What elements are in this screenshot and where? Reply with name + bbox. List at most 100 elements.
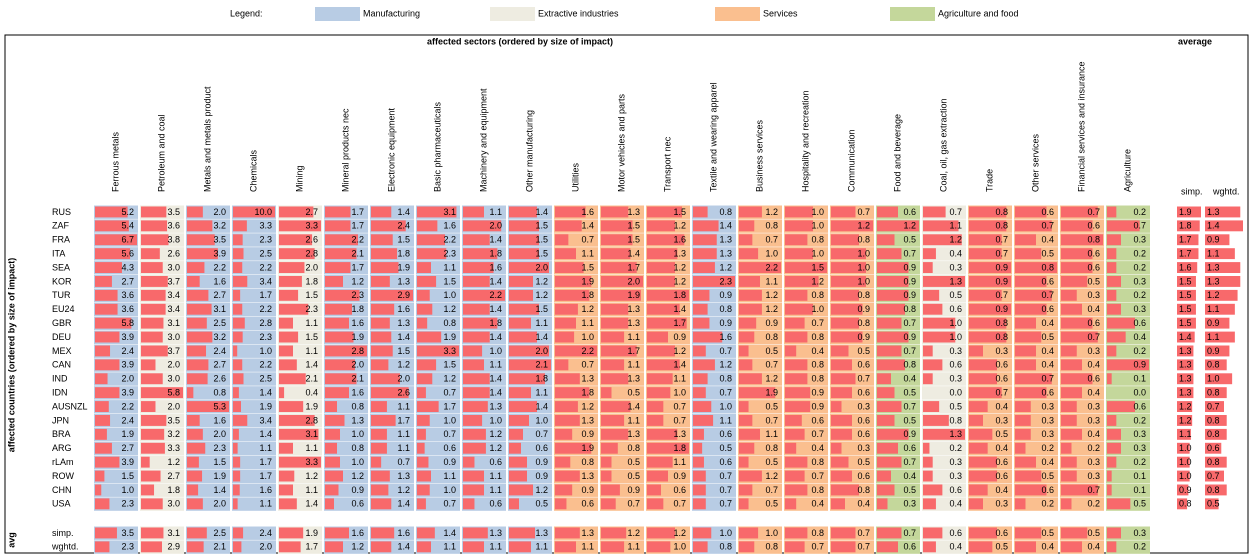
cell-value: 3.1 xyxy=(213,304,226,314)
cell-value: 1.3 xyxy=(581,528,594,538)
cell-value: 0.8 xyxy=(995,207,1008,217)
data-bar xyxy=(601,387,612,399)
legend-label: Manufacturing xyxy=(363,8,420,18)
data-bar xyxy=(831,387,852,399)
cell-value: 0.7 xyxy=(857,528,870,538)
cell-background xyxy=(738,497,782,511)
data-bar xyxy=(417,428,426,440)
cell-value: 1.4 xyxy=(397,542,410,552)
data-bar xyxy=(187,276,200,287)
cell-value: 0.1 xyxy=(1133,374,1146,384)
cell-value: 1.0 xyxy=(1179,443,1192,453)
cell-value: 1.2 xyxy=(1207,290,1220,300)
cell-value: 1.1 xyxy=(489,207,502,217)
data-bar xyxy=(325,359,355,371)
cell-value: 0.8 xyxy=(213,388,226,398)
cell-value: 1.0 xyxy=(581,332,594,342)
cell-value: 1.2 xyxy=(765,207,778,217)
data-bar xyxy=(325,428,340,440)
data-bar xyxy=(463,331,490,343)
cell-value: 1.6 xyxy=(351,528,364,538)
data-bar xyxy=(371,498,392,510)
data-bar xyxy=(417,276,437,287)
data-bar xyxy=(647,220,675,232)
row-label: FRA xyxy=(52,235,70,245)
cell-value: 1.8 xyxy=(167,485,180,495)
cell-value: 3.9 xyxy=(121,457,134,467)
row-label: RUS xyxy=(52,207,71,217)
cell-background xyxy=(922,372,966,386)
cell-value: 3.5 xyxy=(121,528,134,538)
cell-value: 3.1 xyxy=(167,318,180,328)
row-label: ITA xyxy=(52,249,65,259)
data-bar xyxy=(601,541,625,553)
cell-value: 5.2 xyxy=(121,207,134,217)
cell-value: 0.9 xyxy=(351,485,364,495)
cell-value: 1.8 xyxy=(673,443,686,453)
cell-background xyxy=(1106,344,1150,358)
data-bar xyxy=(325,317,349,329)
cell-value: 1.8 xyxy=(1179,221,1192,231)
cell-value: 0.6 xyxy=(949,360,962,370)
cell-value: 1.1 xyxy=(305,443,318,453)
data-bar xyxy=(969,345,983,357)
row-label: DEU xyxy=(52,332,71,342)
data-bar xyxy=(785,276,819,287)
cell-value: 0.5 xyxy=(949,290,962,300)
data-bar xyxy=(233,359,243,371)
data-bar xyxy=(1177,317,1196,329)
data-bar xyxy=(463,541,484,553)
data-bar xyxy=(1177,331,1195,343)
data-bar xyxy=(555,262,584,273)
cell-value: 1.0 xyxy=(1179,471,1192,481)
data-bar xyxy=(1205,428,1227,440)
row-label: CAN xyxy=(52,360,71,370)
data-bar xyxy=(555,401,578,412)
data-bar xyxy=(417,541,431,553)
cell-value: 0.8 xyxy=(351,401,364,411)
average-column-header: simp. xyxy=(1181,186,1203,196)
row-label: rLAm xyxy=(52,457,74,467)
cell-value: 2.7 xyxy=(121,443,134,453)
data-bar xyxy=(831,220,873,232)
data-bar xyxy=(233,289,241,301)
cell-background xyxy=(1106,540,1150,554)
data-bar xyxy=(1205,359,1227,371)
cell-value: 1.1 xyxy=(765,276,778,286)
data-bar xyxy=(739,220,755,232)
data-bar xyxy=(601,262,637,273)
cell-value: 0.5 xyxy=(995,542,1008,552)
data-bar xyxy=(1177,262,1198,273)
data-bar xyxy=(739,415,753,426)
cell-value: 0.8 xyxy=(811,485,824,495)
data-bar xyxy=(371,541,392,553)
cell-value: 1.2 xyxy=(811,276,824,286)
data-bar xyxy=(739,428,760,440)
cell-value: 0.3 xyxy=(1041,429,1054,439)
data-bar xyxy=(141,373,163,385)
cell-value: 3.5 xyxy=(213,235,226,245)
cell-value: 1.2 xyxy=(443,304,456,314)
data-bar xyxy=(1015,401,1031,412)
cell-value: 0.7 xyxy=(627,499,640,509)
data-bar xyxy=(555,289,590,301)
data-bar xyxy=(233,387,239,399)
cell-value: 1.2 xyxy=(765,374,778,384)
data-bar xyxy=(325,527,349,539)
data-bar xyxy=(325,331,354,343)
cell-value: 1.7 xyxy=(627,346,640,356)
data-bar xyxy=(1205,317,1230,329)
cell-value: 0.8 xyxy=(811,528,824,538)
cell-value: 1.0 xyxy=(811,207,824,217)
cell-value: 3.4 xyxy=(167,304,180,314)
data-bar xyxy=(1107,428,1121,440)
data-bar xyxy=(1205,276,1241,287)
cell-value: 1.1 xyxy=(673,457,686,467)
cell-value: 1.4 xyxy=(627,249,640,259)
cell-value: 0.8 xyxy=(351,443,364,453)
cell-value: 0.8 xyxy=(811,235,824,245)
data-bar xyxy=(739,498,749,510)
cell-value: 2.5 xyxy=(259,374,272,384)
cell-value: 1.1 xyxy=(535,542,548,552)
cell-value: 0.9 xyxy=(1133,360,1146,370)
